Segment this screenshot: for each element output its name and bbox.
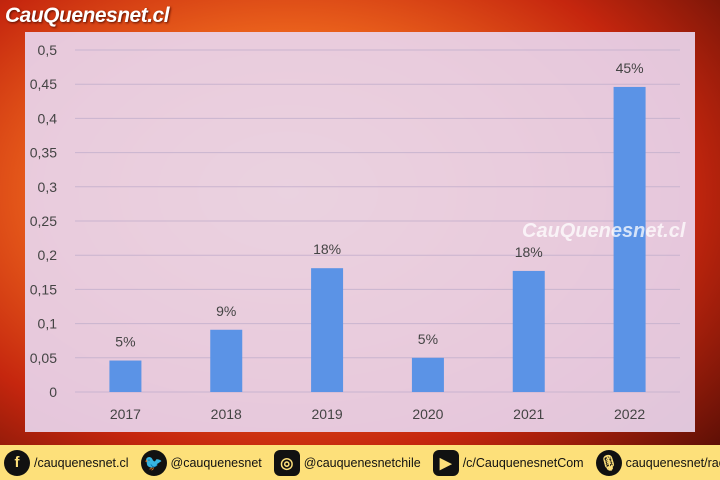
bar-chart: 0 0,05 0,1 0,15 0,2 0,25 0,3 0,35 0,4 0,45 0,5 5% 20…	[30, 42, 680, 422]
chart-panel: 0 0,05 0,1 0,15 0,2 0,25 0,3 0,35 0,4 0,45 0,5 5% 20…	[25, 32, 695, 432]
watermark: CauQuenesnet.cl	[522, 220, 686, 242]
youtube-icon: ▶	[432, 449, 459, 476]
y-tick-label: 0,4	[38, 110, 58, 126]
facebook-icon: f	[4, 449, 30, 476]
instagram-handle: @cauquenesnetchile	[303, 455, 421, 470]
x-tick-label: 2020	[412, 406, 443, 422]
radio-link[interactable]: 🎙cauquenesnet/radio	[595, 449, 720, 476]
data-label: 18%	[515, 244, 543, 260]
instagram-icon: ◎	[273, 449, 300, 476]
y-tick-label: 0,1	[38, 316, 58, 332]
x-tick-label: 2021	[513, 406, 544, 422]
bar-2018	[210, 329, 243, 392]
bar-2020	[411, 357, 444, 392]
x-tick-label: 2018	[211, 406, 242, 422]
site-logo: CauQuenesnet.cl	[5, 4, 170, 27]
data-label: 18%	[313, 241, 341, 257]
youtube-handle: /c/CauquenesnetCom	[462, 455, 584, 470]
y-tick-label: 0,2	[38, 247, 58, 263]
social-footer: f/cauquenesnet.cl 🐦 @cauquenesnet ◎ @cauqu…	[0, 445, 720, 480]
bar-2017	[109, 360, 142, 392]
x-tick-label: 2019	[312, 406, 343, 422]
y-tick-label: 0,5	[38, 42, 58, 58]
bar-2021	[512, 270, 545, 392]
y-tick-label: 0,15	[30, 281, 57, 297]
data-label: 9%	[216, 303, 236, 319]
y-tick-label: 0,05	[30, 350, 57, 366]
youtube-link[interactable]: ▶/c/CauquenesnetCom	[432, 449, 584, 476]
y-tick-label: 0,3	[38, 179, 58, 195]
bar-2019	[311, 268, 344, 392]
radio-handle: cauquenesnet/radio	[625, 455, 720, 470]
twitter-link[interactable]: 🐦 @cauquenesnet	[140, 449, 262, 476]
data-label: 45%	[616, 60, 644, 76]
bar-2022	[613, 86, 646, 392]
twitter-icon: 🐦	[140, 449, 167, 476]
data-label: 5%	[115, 334, 135, 350]
y-tick-label: 0,25	[30, 213, 57, 229]
twitter-handle: @cauquenesnet	[170, 455, 262, 470]
x-tick-label: 2022	[614, 406, 645, 422]
facebook-handle: /cauquenesnet.cl	[34, 455, 129, 470]
instagram-link[interactable]: ◎ @cauquenesnetchile	[273, 449, 421, 476]
data-label: 5%	[418, 331, 438, 347]
y-tick-label: 0,45	[30, 76, 57, 92]
x-tick-label: 2017	[110, 406, 141, 422]
y-tick-label: 0	[49, 384, 57, 400]
y-tick-label: 0,35	[30, 145, 57, 161]
facebook-link[interactable]: f/cauquenesnet.cl	[4, 449, 129, 476]
microphone-icon: 🎙	[595, 449, 622, 476]
